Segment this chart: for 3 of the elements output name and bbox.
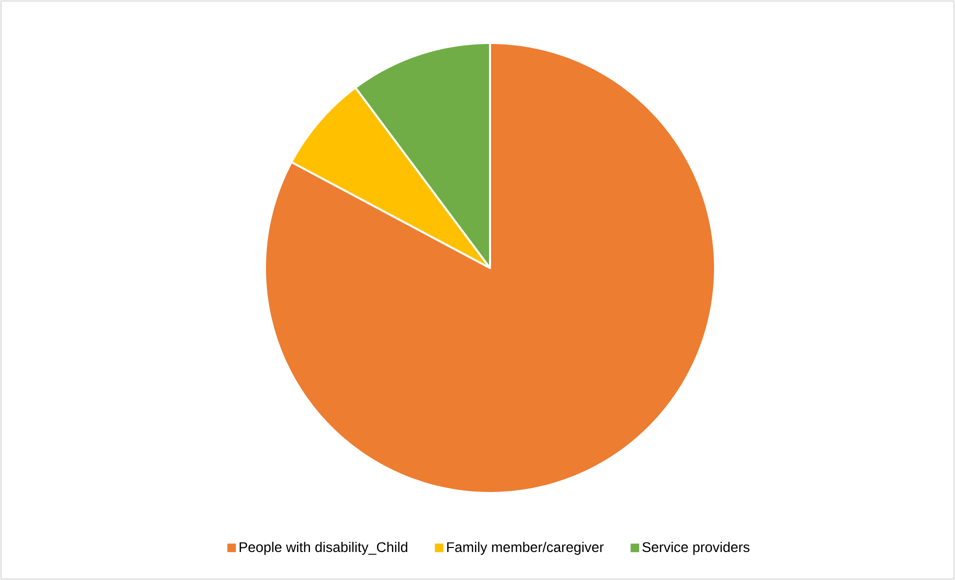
legend-label: Service providers (642, 542, 750, 555)
legend-label: Family member/caregiver (447, 542, 604, 555)
legend-label: People with disability_Child (240, 542, 408, 555)
